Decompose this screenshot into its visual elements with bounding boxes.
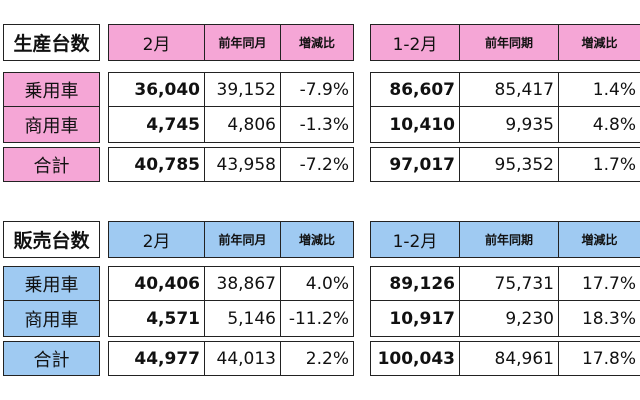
table-cell: 4,745 — [108, 106, 205, 143]
table-cell: 36,040 — [108, 72, 205, 107]
table-cell: 10,410 — [370, 106, 460, 143]
table-cell: 97,017 — [370, 147, 460, 182]
row-label-commercial: 商用車 — [3, 300, 100, 337]
table-cell: 4.0% — [280, 266, 354, 301]
table-cell: 38,867 — [204, 266, 281, 301]
table-cell: 4.8% — [558, 106, 640, 143]
table-cell: 43,958 — [204, 147, 281, 182]
row-label-passenger: 乗用車 — [3, 266, 100, 301]
month-header: 2月 — [108, 24, 205, 61]
row-label-commercial: 商用車 — [3, 106, 100, 143]
table-cell: 40,406 — [108, 266, 205, 301]
table-cell: 18.3% — [558, 300, 640, 337]
prev-year-period-header: 前年同期 — [459, 24, 559, 61]
table-cell: 17.7% — [558, 266, 640, 301]
table-cell: 85,417 — [459, 72, 559, 107]
table-cell: -7.9% — [280, 72, 354, 107]
table-cell: 44,977 — [108, 341, 205, 376]
table-cell: 1.4% — [558, 72, 640, 107]
table-cell: -11.2% — [280, 300, 354, 337]
month-change-header: 増減比 — [280, 24, 354, 61]
row-label-total: 合計 — [3, 341, 100, 376]
table-cell: 4,806 — [204, 106, 281, 143]
table-cell: 84,961 — [459, 341, 559, 376]
table-cell: -1.3% — [280, 106, 354, 143]
table-cell: 5,146 — [204, 300, 281, 337]
month-change-header: 増減比 — [280, 221, 354, 258]
prev-year-month-header: 前年同月 — [204, 24, 281, 61]
prev-year-month-header: 前年同月 — [204, 221, 281, 258]
table-cell: 1.7% — [558, 147, 640, 182]
ytd-change-header: 増減比 — [558, 221, 640, 258]
table-cell: 95,352 — [459, 147, 559, 182]
table-cell: 100,043 — [370, 341, 460, 376]
table-cell: 4,571 — [108, 300, 205, 337]
table-cell: 44,013 — [204, 341, 281, 376]
table-cell: -7.2% — [280, 147, 354, 182]
table-cell: 9,230 — [459, 300, 559, 337]
table-title: 生産台数 — [3, 24, 100, 61]
table-cell: 75,731 — [459, 266, 559, 301]
table-cell: 2.2% — [280, 341, 354, 376]
table-cell: 9,935 — [459, 106, 559, 143]
row-label-total: 合計 — [3, 147, 100, 182]
ytd-change-header: 増減比 — [558, 24, 640, 61]
table-cell: 17.8% — [558, 341, 640, 376]
table-cell: 10,917 — [370, 300, 460, 337]
table-cell: 86,607 — [370, 72, 460, 107]
table-cell: 89,126 — [370, 266, 460, 301]
table-cell: 40,785 — [108, 147, 205, 182]
row-label-passenger: 乗用車 — [3, 72, 100, 107]
table-cell: 39,152 — [204, 72, 281, 107]
ytd-header: 1-2月 — [370, 221, 460, 258]
prev-year-period-header: 前年同期 — [459, 221, 559, 258]
table-title: 販売台数 — [3, 221, 100, 258]
month-header: 2月 — [108, 221, 205, 258]
ytd-header: 1-2月 — [370, 24, 460, 61]
